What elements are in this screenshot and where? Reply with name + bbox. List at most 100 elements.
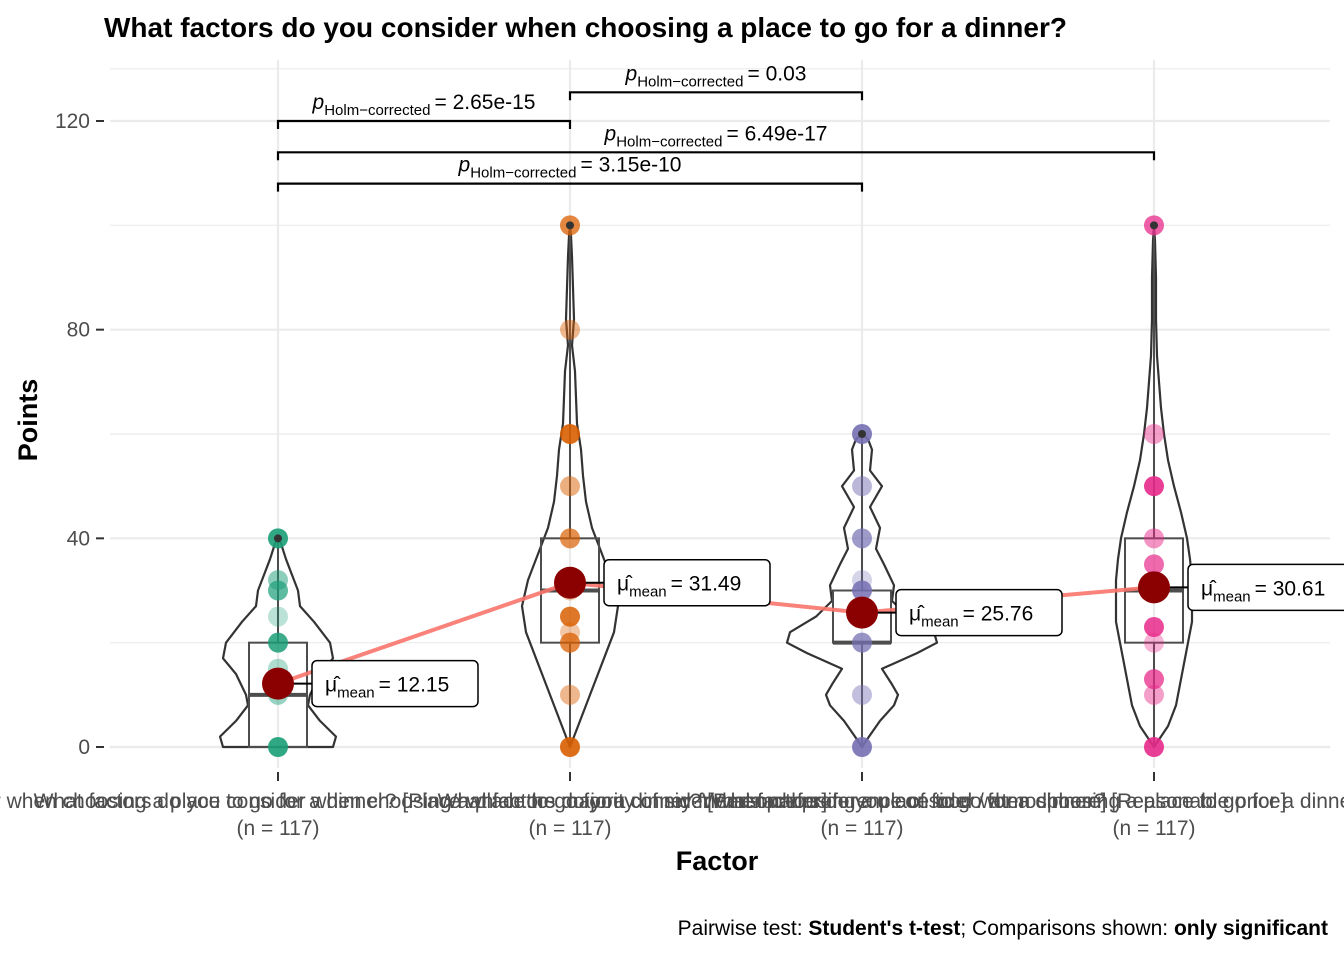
p-value: = 3.15e-10 <box>580 154 681 177</box>
mean-label-2: μ̂mean = 31.49 <box>617 573 741 601</box>
mean-point-2 <box>554 566 586 599</box>
x-axis-title: Factor <box>676 846 759 876</box>
data-point <box>560 528 580 549</box>
x-tick-n-label: (n = 117) <box>528 817 611 840</box>
mean-value: = 25.76 <box>963 603 1034 626</box>
y-tick-label: 80 <box>67 319 90 342</box>
data-point <box>852 684 872 705</box>
data-point <box>560 606 580 627</box>
mu-symbol: μ̂ <box>325 674 341 697</box>
data-point <box>852 570 872 591</box>
mu-symbol: μ̂ <box>1201 577 1217 600</box>
mean-labels: μ̂mean = 12.15μ̂mean = 31.49μ̂mean = 25.76μ… <box>262 558 1344 708</box>
mean-point-1 <box>262 667 294 700</box>
p-value: = 2.65e-15 <box>434 91 535 114</box>
mean-point-4 <box>1138 571 1170 604</box>
data-point <box>1144 424 1164 444</box>
caption-test: Student's t-test <box>808 917 960 940</box>
data-point <box>852 737 872 757</box>
data-point <box>1144 554 1164 575</box>
data-point <box>852 580 872 601</box>
data-point <box>268 570 288 591</box>
data-point <box>560 737 580 757</box>
mu-subscript: mean <box>921 614 959 631</box>
mu-subscript: mean <box>1213 588 1251 605</box>
y-tick-label: 0 <box>78 736 90 759</box>
mean-value: = 12.15 <box>379 674 450 697</box>
data-point <box>1144 669 1164 690</box>
x-tick-label: What factors do you consider when choosi… <box>438 790 1287 813</box>
bracket-label-2: pHolm−corrected = 0.03 <box>625 62 807 90</box>
data-point <box>1144 684 1164 705</box>
axes: 0 40 80 120 What factors do you consider whe… <box>0 110 1344 840</box>
p-subscript: Holm−corrected <box>637 73 743 90</box>
bracket-1 <box>276 119 572 129</box>
outlier-point <box>274 534 282 543</box>
p-subscript: Holm−corrected <box>616 133 722 150</box>
data-point <box>1144 528 1164 549</box>
mean-label-box-4 <box>1187 563 1344 612</box>
data-point <box>1144 476 1164 497</box>
p-value: = 0.03 <box>748 62 807 85</box>
mean-label-1: μ̂mean = 12.15 <box>325 674 449 702</box>
y-tick-label: 40 <box>67 527 90 550</box>
data-point <box>560 632 580 653</box>
mu-symbol: μ̂ <box>909 603 925 626</box>
bracket-3 <box>276 151 1156 161</box>
x-tick-n-label: (n = 117) <box>236 817 319 840</box>
data-point <box>268 737 288 757</box>
mu-subscript: mean <box>337 685 375 702</box>
mean-label-3: μ̂mean = 25.76 <box>909 603 1033 631</box>
p-symbol: p <box>604 122 617 145</box>
chart-title: What factors do you consider when choosi… <box>104 12 1067 43</box>
outlier-point <box>1150 221 1158 230</box>
caption-shown: only significant <box>1174 917 1328 940</box>
data-point <box>1144 632 1164 653</box>
x-tick-n-label: (n = 117) <box>1112 817 1195 840</box>
caption-middle: ; Comparisons shown: <box>960 917 1174 940</box>
data-point <box>268 606 288 627</box>
data-point <box>852 476 872 497</box>
mean-value: = 31.49 <box>671 573 742 596</box>
mean-label-4: μ̂mean = 30.61 <box>1201 577 1325 605</box>
mean-point-3 <box>846 596 878 629</box>
bracket-label-3: pHolm−corrected = 6.49e-17 <box>604 122 828 150</box>
p-symbol: p <box>312 91 325 114</box>
p-symbol: p <box>458 154 471 177</box>
data-point <box>1144 617 1164 638</box>
caption-prefix: Pairwise test: <box>678 917 809 940</box>
outlier-point <box>858 430 866 438</box>
p-value: = 6.49e-17 <box>726 122 827 145</box>
x-tick-label: What factors do you consider when choosi… <box>0 790 827 813</box>
caption: Pairwise test: Student's t-test; Compari… <box>678 917 1328 940</box>
data-point <box>560 622 580 643</box>
p-subscript: Holm−corrected <box>470 165 576 182</box>
data-point <box>560 319 580 340</box>
mean-label-box-2 <box>603 558 771 607</box>
data-point <box>560 424 580 444</box>
data-point <box>560 684 580 705</box>
mu-subscript: mean <box>629 584 667 601</box>
data-point <box>268 632 288 653</box>
mu-symbol: μ̂ <box>617 573 633 596</box>
x-tick-label: What factors do you consider when choosi… <box>34 790 1107 813</box>
data-point <box>1144 737 1164 757</box>
data-point <box>852 528 872 549</box>
bracket-2 <box>568 91 864 101</box>
mean-label-box-1 <box>311 659 479 708</box>
outlier-point <box>566 221 574 230</box>
bracket-label-1: pHolm−corrected = 2.65e-15 <box>312 91 536 119</box>
data-point <box>852 632 872 653</box>
y-tick-label: 120 <box>55 110 90 133</box>
mean-label-box-3 <box>895 588 1063 637</box>
bracket-label-4: pHolm−corrected = 3.15e-10 <box>458 154 682 182</box>
x-tick-n-label: (n = 117) <box>820 817 903 840</box>
p-symbol: p <box>625 62 638 85</box>
p-subscript: Holm−corrected <box>324 102 430 119</box>
data-point <box>560 476 580 497</box>
comparison-brackets: pHolm−corrected = 2.65e-15pHolm−corrected… <box>276 62 1156 192</box>
mean-value: = 30.61 <box>1255 577 1326 600</box>
x-tick-label: What factors do you consider when choosi… <box>702 790 1344 813</box>
y-axis-title: Points <box>13 379 43 462</box>
